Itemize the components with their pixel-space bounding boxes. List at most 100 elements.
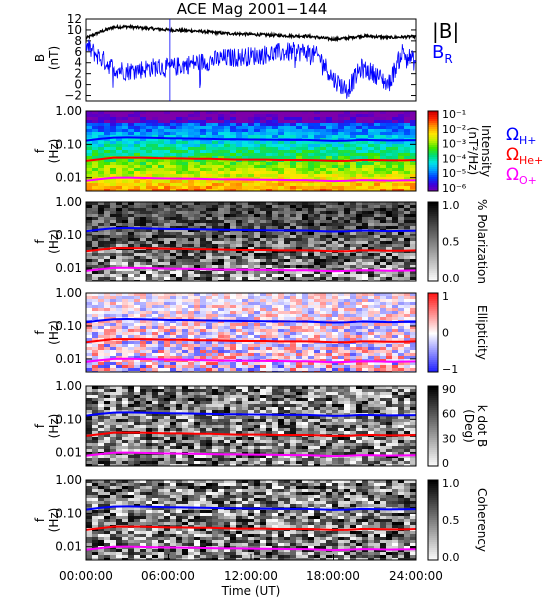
spectrogram-cell xyxy=(188,211,194,214)
spectrogram-cell xyxy=(332,302,338,305)
spectrogram-cell xyxy=(206,120,212,123)
spectrogram-cell xyxy=(212,129,218,132)
spectrogram-cell xyxy=(254,141,260,144)
spectrogram-cell xyxy=(146,202,152,205)
spectrogram-cell xyxy=(284,114,290,117)
spectrogram-cell xyxy=(296,168,302,171)
spectrogram-cell xyxy=(332,235,338,238)
spectrogram-cell xyxy=(194,265,200,268)
spectrogram-cell xyxy=(368,235,374,238)
spectrogram-cell xyxy=(200,293,206,296)
spectrogram-cell xyxy=(194,329,200,332)
spectrogram-cell xyxy=(386,147,392,150)
spectrogram-cell xyxy=(92,440,98,443)
spectrogram-cell xyxy=(92,168,98,171)
spectrogram-cell xyxy=(122,458,128,461)
spectrogram-cell xyxy=(110,123,116,126)
spectrogram-cell xyxy=(332,317,338,320)
spectrogram-cell xyxy=(212,202,218,205)
spectrogram-cell xyxy=(200,362,206,365)
spectrogram-cell xyxy=(344,223,350,226)
spectrogram-cell xyxy=(380,326,386,329)
spectrogram-cell xyxy=(332,132,338,135)
spectrogram-cell xyxy=(260,299,266,302)
spectrogram-cell xyxy=(218,144,224,147)
spectrogram-cell xyxy=(398,344,404,347)
spectrogram-cell xyxy=(308,353,314,356)
spectrogram-cell xyxy=(128,217,134,220)
spectrogram-cell xyxy=(164,129,170,132)
spectrogram-cell xyxy=(122,111,128,114)
panel-intensity: f (Hz)1.000.100.0110⁻¹10⁻²10⁻³10⁻⁴10⁻⁵10⁻… xyxy=(33,104,493,195)
spectrogram-cell xyxy=(92,317,98,320)
spectrogram-cell xyxy=(200,302,206,305)
spectrogram-cell xyxy=(338,214,344,217)
spectrogram-cell xyxy=(104,401,110,404)
spectrogram-cell xyxy=(128,401,134,404)
spectrogram-cell xyxy=(332,129,338,132)
spectrogram-cell xyxy=(362,171,368,174)
spectrogram-cell xyxy=(224,220,230,223)
spectrogram-cell xyxy=(350,268,356,271)
spectrogram-cell xyxy=(158,162,164,165)
spectrogram-cell xyxy=(146,268,152,271)
spectrogram-cell xyxy=(194,253,200,256)
spectrogram-cell xyxy=(134,443,140,446)
spectrogram-cell xyxy=(302,341,308,344)
spectrogram-cell xyxy=(134,150,140,153)
spectrogram-cell xyxy=(128,434,134,437)
spectrogram-cell xyxy=(266,311,272,314)
spectrogram-cell xyxy=(362,238,368,241)
spectrogram-cell xyxy=(92,247,98,250)
spectrogram-cell xyxy=(242,314,248,317)
spectrogram-cell xyxy=(266,214,272,217)
spectrogram-cell xyxy=(110,440,116,443)
spectrogram-cell xyxy=(110,208,116,211)
spectrogram-cell xyxy=(128,323,134,326)
spectrogram-cell xyxy=(254,253,260,256)
spectrogram-cell xyxy=(92,353,98,356)
spectrogram-cell xyxy=(350,350,356,353)
spectrogram-cell xyxy=(146,461,152,464)
spectrogram-cell xyxy=(230,368,236,371)
spectrogram-cell xyxy=(200,205,206,208)
spectrogram-cell xyxy=(374,277,380,280)
spectrogram-cell xyxy=(110,183,116,186)
spectrogram-cell xyxy=(284,120,290,123)
spectrogram-cell xyxy=(110,259,116,262)
spectrogram-cell xyxy=(182,314,188,317)
spectrogram-cell xyxy=(320,335,326,338)
spectrogram-cell xyxy=(236,226,242,229)
spectrogram-cell xyxy=(392,226,398,229)
spectrogram-cell xyxy=(326,132,332,135)
spectrogram-cell xyxy=(314,217,320,220)
spectrogram-cell xyxy=(182,368,188,371)
spectrogram-cell xyxy=(104,271,110,274)
spectrogram-cell xyxy=(242,174,248,177)
spectrogram-cell xyxy=(296,208,302,211)
spectrogram-cell xyxy=(344,368,350,371)
spectrogram-cell xyxy=(386,141,392,144)
spectrogram-cell xyxy=(350,314,356,317)
spectrogram-cell xyxy=(332,262,338,265)
spectrogram-cell xyxy=(302,205,308,208)
spectrogram-cell xyxy=(332,253,338,256)
spectrogram-cell xyxy=(212,144,218,147)
spectrogram-cell xyxy=(146,422,152,425)
spectrogram-cell xyxy=(128,253,134,256)
spectrogram-cell xyxy=(92,368,98,371)
spectrogram-cell xyxy=(122,150,128,153)
spectrogram-cell xyxy=(104,150,110,153)
spectrogram-cell xyxy=(116,323,122,326)
spectrogram-cell xyxy=(386,165,392,168)
spectrogram-cell xyxy=(104,320,110,323)
spectrogram-cell xyxy=(368,338,374,341)
spectrogram-cell xyxy=(284,150,290,153)
spectrogram-cell xyxy=(332,232,338,235)
spectrogram-cell xyxy=(320,174,326,177)
spectrogram-cell xyxy=(146,323,152,326)
spectrogram-cell xyxy=(326,323,332,326)
spectrogram-cell xyxy=(218,117,224,120)
spectrogram-cell xyxy=(140,296,146,299)
spectrogram-cell xyxy=(86,311,92,314)
